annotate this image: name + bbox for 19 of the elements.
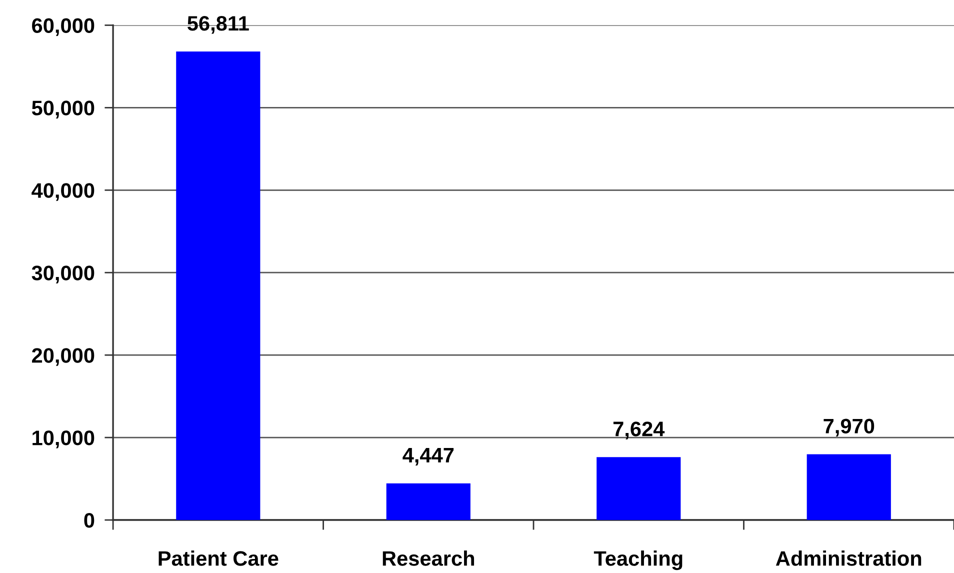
y-tick-label: 20,000 <box>32 348 94 366</box>
data-label: 4,447 <box>402 448 454 466</box>
bar <box>806 454 891 520</box>
x-tick-label: Teaching <box>594 550 682 570</box>
y-tick-label: 60,000 <box>32 18 94 36</box>
data-label: 56,811 <box>188 16 249 34</box>
bar <box>596 457 681 520</box>
x-tick-label: Research <box>382 550 474 566</box>
x-tick-label: Administration <box>776 550 922 566</box>
y-tick-label: 50,000 <box>32 100 94 118</box>
data-label: 7,970 <box>824 418 874 437</box>
y-tick-label: 10,000 <box>32 430 94 448</box>
y-tick-label: 40,000 <box>32 183 94 201</box>
y-tick-label: 30,000 <box>32 266 94 284</box>
data-label: 7,624 <box>613 422 665 440</box>
bar <box>386 483 470 520</box>
bar <box>176 52 260 520</box>
x-tick-label: Patient Care <box>158 550 278 566</box>
y-tick-label: 0 <box>84 513 94 528</box>
